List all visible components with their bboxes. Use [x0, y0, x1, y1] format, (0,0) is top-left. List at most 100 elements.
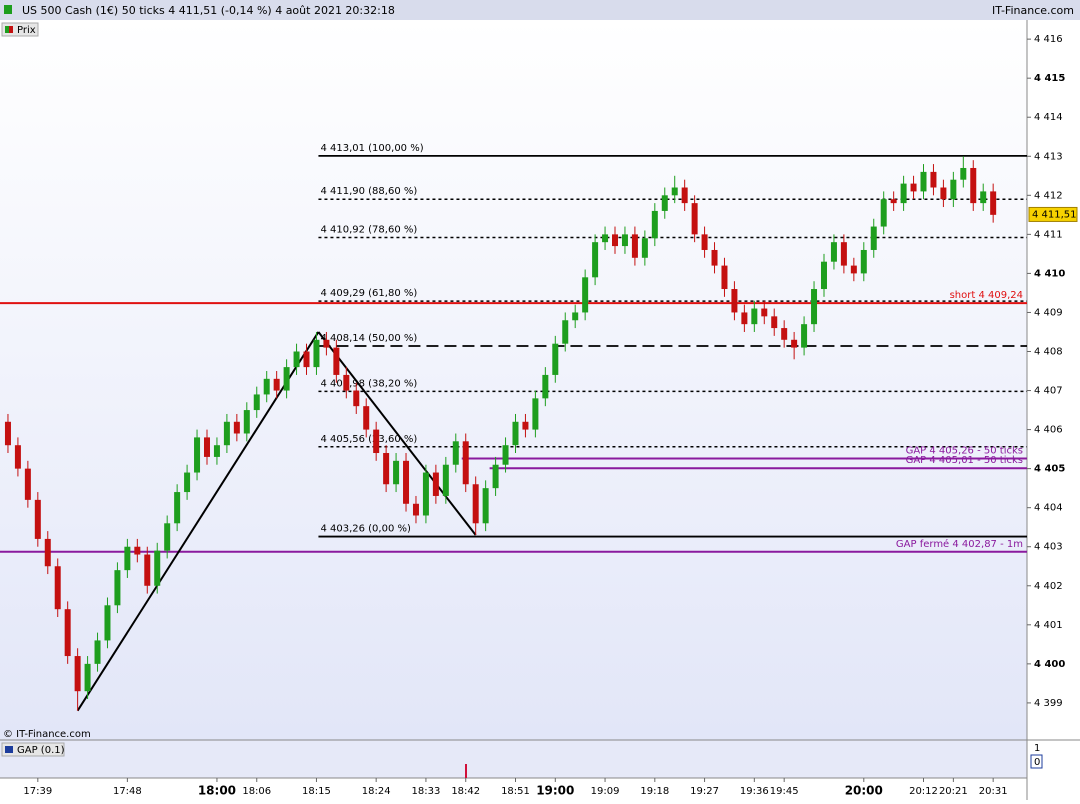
gap-last-box	[1030, 754, 1043, 769]
candle-body	[502, 445, 509, 465]
candle-body	[691, 203, 698, 235]
candle-body	[860, 249, 867, 274]
candle-body	[930, 171, 937, 188]
candle-body	[711, 249, 718, 266]
x-tick-label: 20:00	[845, 784, 883, 798]
candle-body	[582, 277, 589, 313]
header-bar	[0, 0, 1080, 20]
candle-body	[761, 308, 768, 317]
fib-label: 4 410,92 (78,60 %)	[320, 224, 417, 235]
plot-area	[0, 20, 1027, 740]
candle-body	[771, 316, 778, 329]
candle-body	[631, 234, 638, 258]
candle-body	[184, 472, 191, 493]
y-tick-label: 4 412	[1034, 190, 1063, 201]
candle-body	[830, 242, 837, 262]
candle-body	[64, 609, 71, 657]
gap-panel	[0, 740, 1027, 778]
level-label: GAP 4 405,01 - 50 ticks	[906, 455, 1023, 466]
candle-body	[303, 351, 310, 368]
candle-body	[880, 199, 887, 227]
candle-body	[24, 468, 31, 500]
candle-body	[751, 308, 758, 325]
x-tick-label: 18:33	[412, 786, 441, 797]
candle-body	[532, 398, 539, 430]
candle-body	[990, 191, 997, 215]
candle-body	[54, 566, 61, 610]
trend-line	[317, 331, 477, 536]
candle-body	[243, 410, 250, 434]
candle-body	[293, 351, 300, 368]
candle-body	[452, 441, 459, 465]
candle-body	[890, 199, 897, 204]
last-price-box	[1028, 206, 1078, 222]
candle-body	[144, 554, 151, 586]
candle-body	[253, 394, 260, 411]
candle-body	[422, 472, 429, 516]
candle-body	[412, 503, 419, 516]
candle-body	[114, 570, 121, 606]
candle-body	[641, 238, 648, 258]
candle-body	[512, 421, 519, 446]
x-tick-label: 17:39	[23, 786, 52, 797]
candle-body	[970, 167, 977, 204]
candle-body	[353, 390, 360, 407]
y-tick-label: 4 407	[1034, 386, 1063, 397]
candle-body	[74, 656, 81, 692]
candle-body	[233, 421, 240, 434]
candle-body	[542, 374, 549, 399]
candle-body	[621, 234, 628, 247]
candle-body	[124, 546, 131, 571]
candle-body	[462, 441, 469, 485]
candle-body	[980, 191, 987, 204]
fib-label: 4 403,26 (0,00 %)	[320, 524, 411, 535]
candle-body	[552, 343, 559, 375]
candle-body	[44, 538, 51, 567]
fib-label: 4 406,98 (38,20 %)	[320, 378, 417, 389]
y-tick-label: 4 406	[1034, 425, 1063, 436]
candle-body	[741, 312, 748, 325]
candle-body	[731, 289, 738, 313]
y-tick-label: 4 413	[1034, 151, 1063, 162]
y-tick-label: 4 399	[1034, 698, 1063, 709]
candle-body	[910, 183, 917, 192]
gap-legend	[1, 742, 65, 757]
candle-body	[820, 261, 827, 290]
candle-body	[801, 324, 808, 348]
candle-body	[850, 265, 857, 274]
candle-body	[383, 453, 390, 485]
x-tick-label: 19:18	[640, 786, 669, 797]
x-tick-label: 20:31	[979, 786, 1008, 797]
candle-body	[661, 195, 668, 211]
copyright: © IT-Finance.com	[3, 729, 91, 740]
candle-body	[721, 265, 728, 290]
candle-body	[522, 421, 529, 430]
candle-body	[273, 378, 280, 391]
candle-body	[373, 429, 380, 454]
y-tick-label: 4 403	[1034, 542, 1063, 553]
candle-body	[283, 367, 290, 391]
y-tick-label: 4 415	[1034, 73, 1065, 84]
candle-body	[950, 179, 957, 200]
y-tick-label: 4 410	[1034, 268, 1065, 279]
candle-body	[154, 550, 161, 586]
last-price-label: 4 411,51	[1032, 209, 1077, 220]
candle-body	[313, 339, 320, 368]
x-tick-label: 20:21	[939, 786, 968, 797]
candle-body	[840, 242, 847, 266]
candle-body	[442, 464, 449, 496]
x-tick-label: 19:09	[591, 786, 620, 797]
candle-body	[393, 460, 400, 485]
gap-y-tick-label: 1	[1034, 743, 1040, 754]
candle-body	[781, 328, 788, 340]
candle-body	[194, 437, 201, 473]
y-tick-label: 4 414	[1034, 112, 1063, 123]
fib-label: 4 413,01 (100,00 %)	[320, 143, 423, 154]
y-tick-label: 4 416	[1034, 34, 1063, 45]
candle-body	[213, 445, 220, 457]
candle-body	[174, 492, 181, 524]
y-tick-label: 4 405	[1034, 464, 1065, 475]
y-tick-label: 4 411	[1034, 229, 1063, 240]
candle-body	[134, 546, 141, 555]
gap-legend-label: GAP (0.1)	[17, 745, 65, 756]
